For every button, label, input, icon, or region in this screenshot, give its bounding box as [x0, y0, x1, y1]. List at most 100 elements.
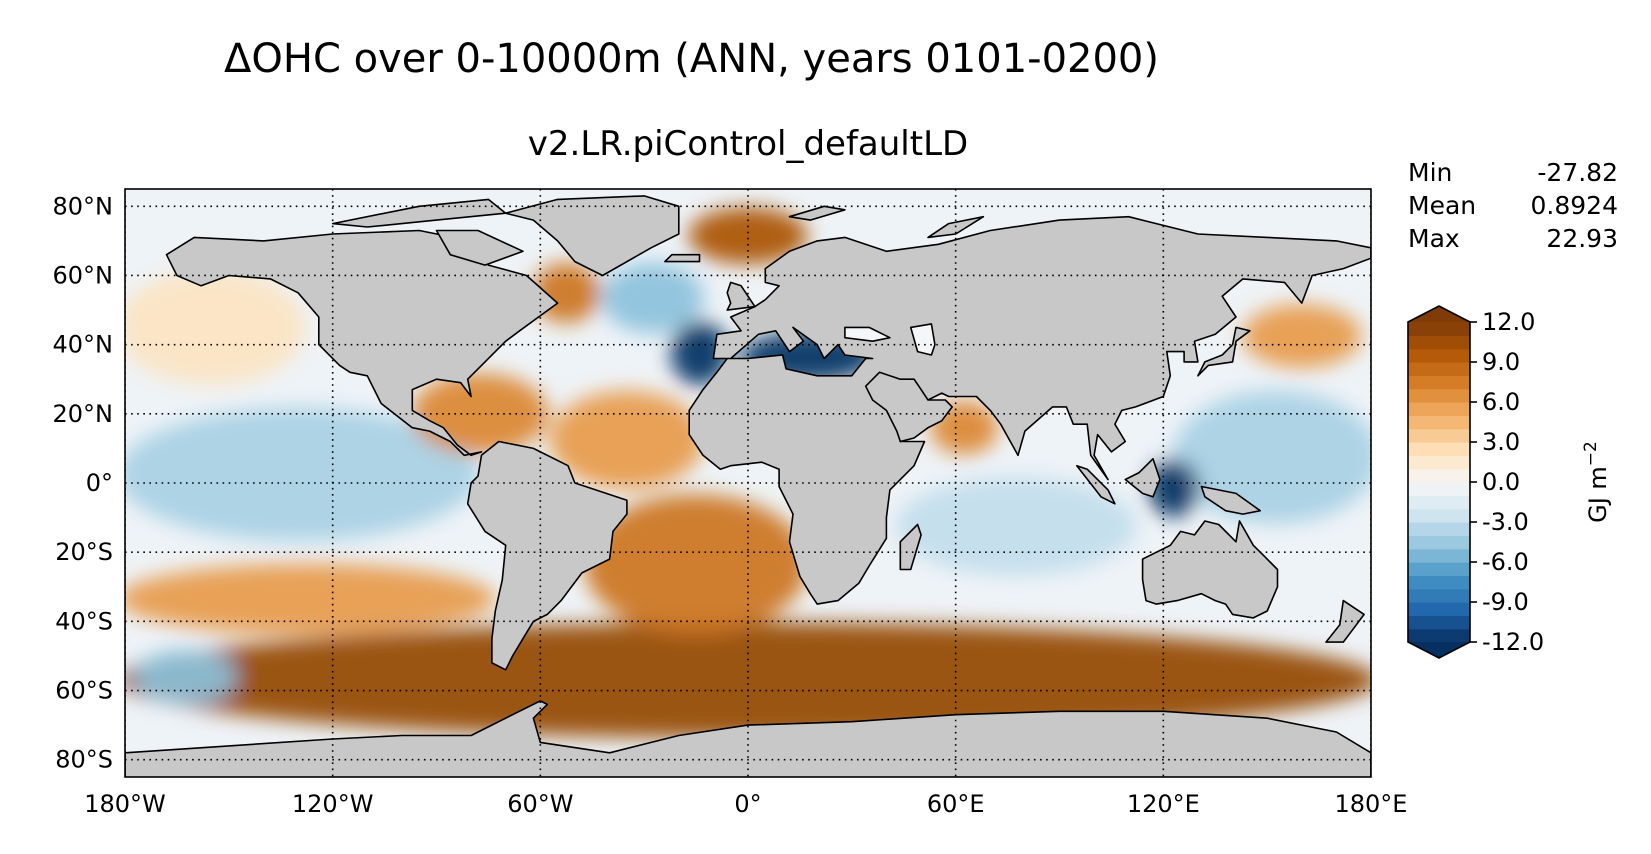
colorbar-band — [1408, 415, 1470, 430]
land-new-guinea — [1200, 485, 1261, 515]
x-tick-label: 60°W — [507, 790, 573, 818]
colorbar-tick-label: -9.0 — [1482, 588, 1529, 616]
land-australia — [1141, 520, 1279, 619]
land-south-america — [466, 440, 628, 671]
colorbar-band — [1408, 602, 1470, 616]
land-masses — [125, 195, 1371, 777]
stat-row-max: Max 22.93 — [1408, 222, 1618, 255]
black-sea — [844, 326, 891, 342]
colorbar-band — [1408, 535, 1470, 550]
colorbar-extend-max — [1408, 306, 1470, 322]
x-tick-label: 180°W — [84, 790, 166, 818]
colorbar-band — [1408, 428, 1470, 443]
colorbar-band — [1408, 482, 1470, 496]
colorbar-band — [1408, 375, 1470, 390]
y-tick-label: 40°N — [53, 331, 114, 359]
caspian-sea — [909, 323, 936, 356]
x-tick-label: 60°E — [927, 790, 985, 818]
colorbar-tick-label: -12.0 — [1482, 628, 1544, 656]
region-south-atlantic — [584, 494, 808, 635]
colorbar-band — [1408, 495, 1470, 510]
colorbar-tick-label: 0.0 — [1482, 468, 1520, 496]
x-tick-label: 120°E — [1127, 790, 1200, 818]
stat-value-max: 22.93 — [1546, 224, 1618, 253]
region-subpolar-gyre — [601, 262, 705, 334]
stat-label-mean: Mean — [1408, 191, 1477, 220]
colorbar-band — [1408, 322, 1470, 336]
land-madagascar — [899, 523, 922, 571]
land-baffin-islands — [435, 229, 524, 266]
stat-label-max: Max — [1408, 224, 1460, 253]
stat-value-min: -27.82 — [1537, 158, 1618, 187]
y-tick-label: 0° — [86, 469, 113, 497]
colorbar-label-exponent: −2 — [1581, 441, 1601, 466]
colorbar-tick-label: 6.0 — [1482, 388, 1520, 416]
chart-subtitle: v2.LR.piControl_defaultLD — [527, 124, 969, 164]
x-tick-label: 0° — [734, 790, 761, 818]
stat-value-mean: 0.8924 — [1530, 191, 1618, 220]
region-tropical-pacific — [125, 407, 480, 541]
land-borneo — [1124, 458, 1161, 498]
y-tick-label: 60°S — [55, 677, 113, 705]
colorbar-band — [1408, 362, 1470, 376]
y-tick-label: 20°N — [53, 400, 114, 428]
region-kuroshio — [1241, 304, 1362, 368]
y-tick-label: 80°N — [53, 192, 114, 220]
map-area — [125, 189, 1371, 777]
colorbar-band — [1408, 442, 1470, 456]
graticule — [125, 189, 1371, 777]
land-north-america — [165, 229, 559, 457]
colorbar-tick-label: 9.0 — [1482, 348, 1520, 376]
region-iberian-atlantic — [670, 321, 729, 386]
x-tick-label: 120°W — [292, 790, 374, 818]
region-south-pacific-band — [125, 563, 497, 635]
colorbar-band — [1408, 628, 1470, 643]
land-sumatra — [1076, 464, 1116, 505]
colorbar-band — [1408, 615, 1470, 630]
region-nordic-seas — [688, 207, 808, 265]
colorbar-band — [1408, 455, 1470, 470]
colorbar-label: GJ m−2 — [1581, 441, 1612, 523]
colorbar-band — [1408, 348, 1470, 363]
colorbar-tick-label: 12.0 — [1482, 308, 1535, 336]
x-tick-label: 180°E — [1335, 790, 1408, 818]
region-tropical-atlantic — [549, 390, 705, 489]
land-greenland — [504, 195, 680, 277]
colorbar-extend-min — [1408, 642, 1470, 658]
colorbar: 12.0 9.0 6.0 3.0 0.0 -3.0 -6.0 -9.0 -12.0 GJ m−2 — [1407, 305, 1612, 659]
stats-panel: Min -27.82 Mean 0.8924 Max 22.93 — [1408, 156, 1618, 255]
colorbar-tick-label: -6.0 — [1482, 548, 1529, 576]
colorbar-band — [1408, 468, 1470, 483]
region-north-pacific — [125, 269, 307, 386]
colorbar-band — [1408, 402, 1470, 416]
stat-row-min: Min -27.82 — [1408, 156, 1618, 189]
colorbar-band — [1408, 575, 1470, 590]
colorbar-band — [1408, 522, 1470, 536]
map-frame — [124, 188, 1372, 778]
colorbar-tick-label: 3.0 — [1482, 428, 1520, 456]
colorbar-band — [1408, 335, 1470, 350]
region-indonesian-seas — [1148, 459, 1200, 517]
colorbar-tick-label: -3.0 — [1482, 508, 1529, 536]
colorbar-band — [1408, 562, 1470, 576]
land-arabia-note — [864, 371, 953, 443]
land-eurasia-africa — [688, 215, 1371, 605]
y-tick-label: 60°N — [53, 261, 114, 289]
region-tropical-pacific-west — [1172, 390, 1371, 524]
y-tick-label: 20°S — [55, 538, 113, 566]
land-uk — [726, 281, 756, 311]
land-iceland — [664, 253, 701, 263]
land-japan — [1197, 326, 1251, 377]
region-south-pacific-southeast — [134, 649, 237, 704]
y-tick-label: 40°S — [55, 607, 113, 635]
colorbar-band — [1408, 388, 1470, 403]
y-tick-label: 80°S — [55, 746, 113, 774]
axes: 180°W 120°W 60°W 0° 60°E 120°E 180°E 80°N 60°N 40… — [53, 192, 1408, 818]
region-southern-ocean — [125, 622, 1371, 739]
colorbar-band — [1408, 588, 1470, 603]
stat-row-mean: Mean 0.8924 — [1408, 189, 1618, 222]
chart-title: ΔOHC over 0-10000m (ANN, years 0101-0200… — [224, 36, 1159, 82]
colorbar-band — [1408, 508, 1470, 523]
land-svalbard — [788, 205, 846, 221]
